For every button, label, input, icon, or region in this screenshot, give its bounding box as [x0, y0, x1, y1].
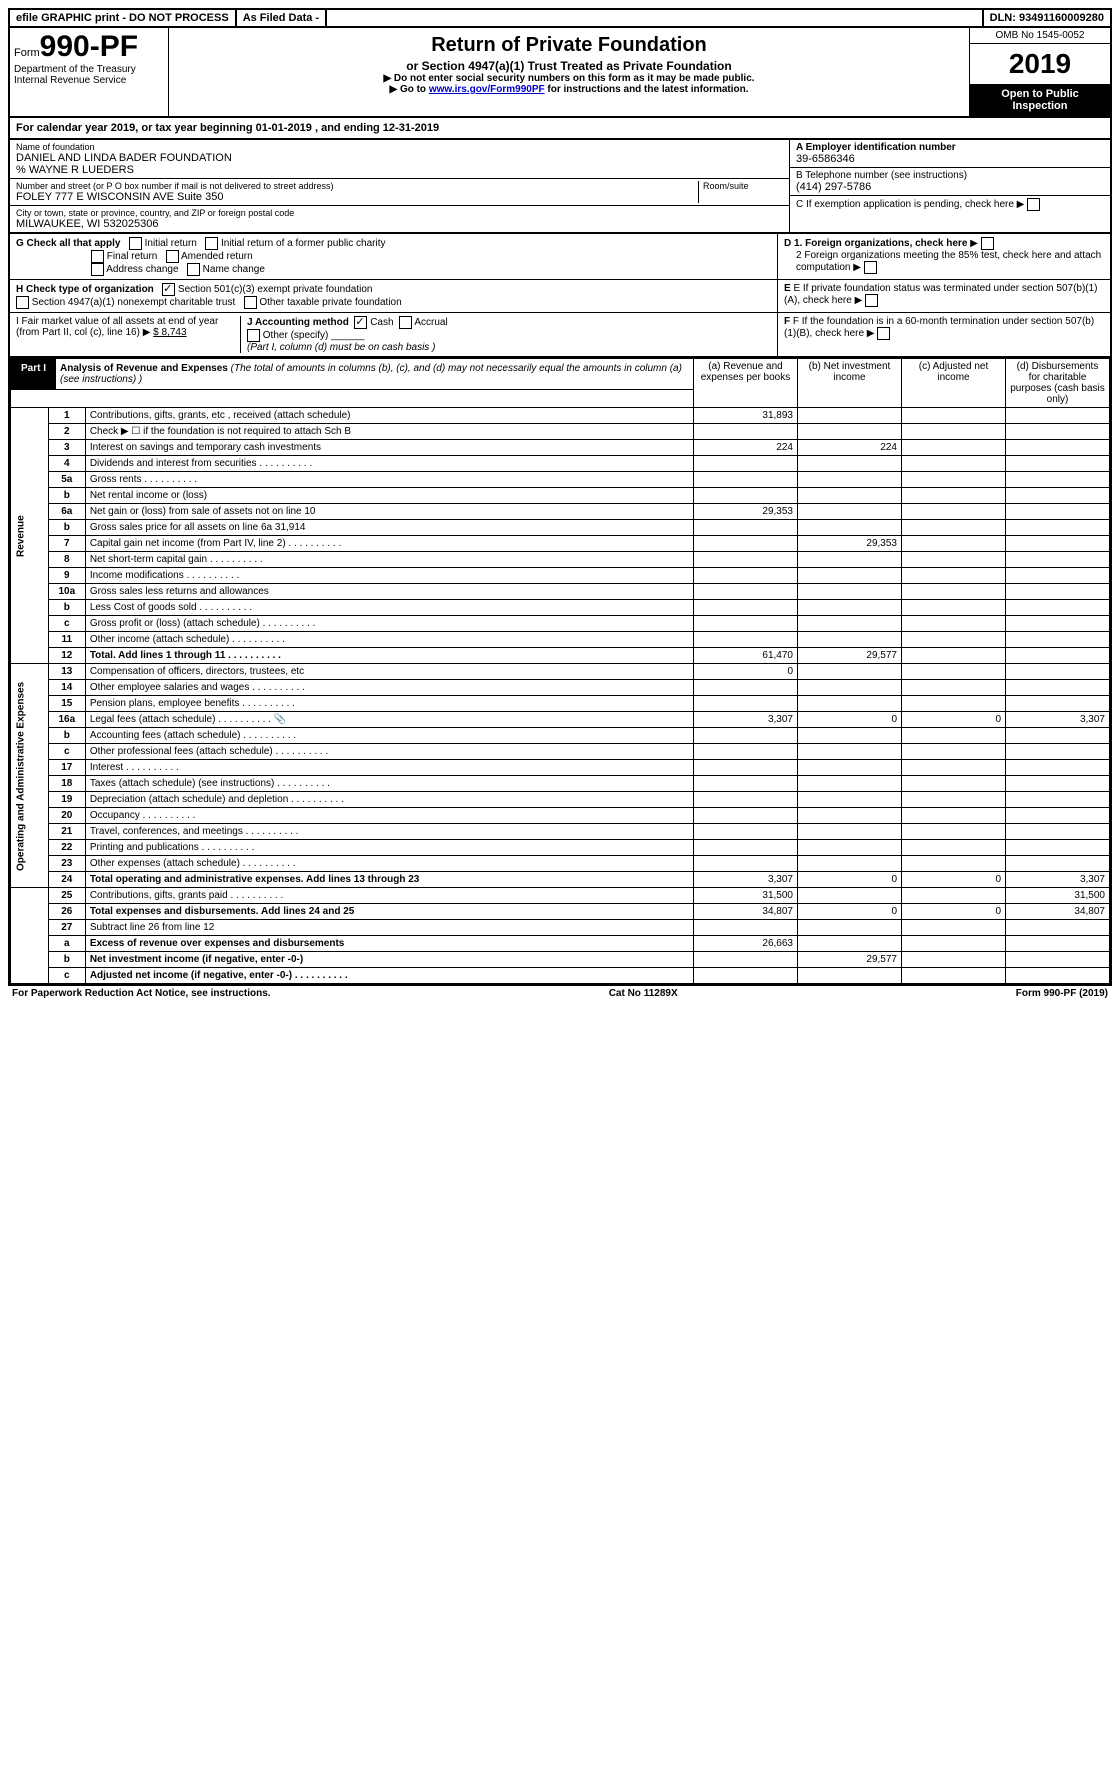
j-cash-checkbox[interactable] — [354, 316, 367, 329]
foundation-name: DANIEL AND LINDA BADER FOUNDATION — [16, 152, 783, 164]
h-label: H Check type of organization — [16, 284, 154, 295]
addr-label: Number and street (or P O box number if … — [16, 181, 698, 191]
d1-checkbox[interactable] — [981, 237, 994, 250]
form-subtitle: or Section 4947(a)(1) Trust Treated as P… — [173, 59, 965, 73]
col-c-header: (c) Adjusted net income — [902, 359, 1006, 408]
inspection-badge: Open to Public Inspection — [970, 84, 1110, 116]
col-d-header: (d) Disbursements for charitable purpose… — [1006, 359, 1110, 408]
footer-left: For Paperwork Reduction Act Notice, see … — [12, 988, 271, 999]
city-label: City or town, state or province, country… — [16, 208, 783, 218]
irs-link[interactable]: www.irs.gov/Form990PF — [429, 84, 545, 95]
tax-year: 2019 — [970, 44, 1110, 84]
part1-table: Part I Analysis of Revenue and Expenses … — [10, 358, 1110, 984]
revenue-label: Revenue — [11, 408, 49, 664]
d2-label: 2 Foreign organizations meeting the 85% … — [796, 250, 1101, 273]
d2-checkbox[interactable] — [864, 261, 877, 274]
footer-right: Form 990-PF (2019) — [1016, 988, 1108, 999]
form-container: efile GRAPHIC print - DO NOT PROCESS As … — [8, 8, 1112, 986]
j-note: (Part I, column (d) must be on cash basi… — [247, 342, 435, 353]
phone-label: B Telephone number (see instructions) — [796, 170, 1104, 181]
top-bar: efile GRAPHIC print - DO NOT PROCESS As … — [10, 10, 1110, 28]
note-ssn: Do not enter social security numbers on … — [173, 73, 965, 84]
form-title: Return of Private Foundation — [173, 34, 965, 57]
irs-label: Internal Revenue Service — [14, 75, 164, 86]
page-footer: For Paperwork Reduction Act Notice, see … — [8, 986, 1112, 1001]
form-number: 990-PF — [40, 30, 138, 63]
e-label: E If private foundation status was termi… — [784, 283, 1098, 306]
ein-value: 39-6586346 — [796, 153, 1104, 165]
room-label: Room/suite — [703, 181, 783, 191]
g-amended-checkbox[interactable] — [166, 250, 179, 263]
attachment-icon[interactable]: 📎 — [274, 714, 286, 725]
d1-label: D 1. Foreign organizations, check here — [784, 238, 967, 249]
j-other-checkbox[interactable] — [247, 329, 260, 342]
g-name-checkbox[interactable] — [187, 263, 200, 276]
f-label: F If the foundation is in a 60-month ter… — [784, 316, 1094, 339]
col-b-header: (b) Net investment income — [798, 359, 902, 408]
e-checkbox[interactable] — [865, 294, 878, 307]
i-value: $ 8,743 — [153, 327, 186, 338]
footer-center: Cat No 11289X — [609, 988, 678, 999]
g-final-checkbox[interactable] — [91, 250, 104, 263]
i-label: I Fair market value of all assets at end… — [16, 316, 218, 338]
city-state-zip: MILWAUKEE, WI 532025306 — [16, 218, 783, 230]
entity-info: Name of foundation DANIEL AND LINDA BADE… — [10, 140, 1110, 234]
calendar-year-line: For calendar year 2019, or tax year begi… — [10, 118, 1110, 140]
g-address-checkbox[interactable] — [91, 263, 104, 276]
j-label: J Accounting method — [247, 317, 349, 328]
exemption-pending-label: C If exemption application is pending, c… — [796, 199, 1014, 210]
col-a-header: (a) Revenue and expenses per books — [694, 359, 798, 408]
part1-badge: Part I — [11, 359, 56, 389]
f-checkbox[interactable] — [877, 327, 890, 340]
form-header: Form990-PF Department of the Treasury In… — [10, 28, 1110, 118]
j-accrual-checkbox[interactable] — [399, 316, 412, 329]
ein-label: A Employer identification number — [796, 142, 1104, 153]
asfiled-label: As Filed Data - — [237, 10, 327, 26]
g-initial-checkbox[interactable] — [129, 237, 142, 250]
name-label: Name of foundation — [16, 142, 783, 152]
care-of: % WAYNE R LUEDERS — [16, 164, 783, 176]
efile-notice: efile GRAPHIC print - DO NOT PROCESS — [10, 10, 237, 26]
street-address: FOLEY 777 E WISCONSIN AVE Suite 350 — [16, 191, 698, 203]
h-other-checkbox[interactable] — [244, 296, 257, 309]
omb-number: OMB No 1545-0052 — [970, 28, 1110, 44]
g-label: G Check all that apply — [16, 238, 120, 249]
h-501c3-checkbox[interactable] — [162, 283, 175, 296]
h-4947-checkbox[interactable] — [16, 296, 29, 309]
dept-treasury: Department of the Treasury — [14, 64, 164, 75]
exemption-checkbox[interactable] — [1027, 198, 1040, 211]
expenses-label: Operating and Administrative Expenses — [11, 664, 49, 888]
g-initial-former-checkbox[interactable] — [205, 237, 218, 250]
dln: DLN: 93491160009280 — [984, 10, 1110, 26]
phone-value: (414) 297-5786 — [796, 181, 1104, 193]
form-prefix: Form — [14, 47, 40, 59]
